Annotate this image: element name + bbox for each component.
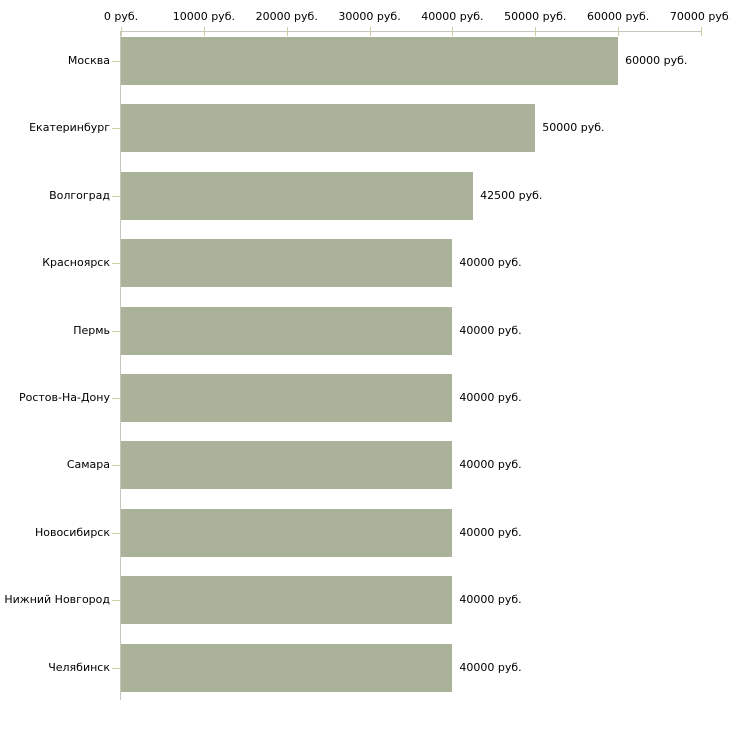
x-tick-label: 50000 руб. [504, 10, 567, 23]
category-tick [112, 600, 120, 602]
category-label: Пермь [73, 323, 110, 337]
x-tick [535, 27, 537, 36]
bar [121, 643, 453, 692]
category-tick [112, 667, 120, 669]
category-label: Екатеринбург [29, 121, 110, 135]
x-tick [203, 27, 205, 36]
x-tick-label: 10000 руб. [172, 10, 235, 23]
value-label: 50000 руб. [542, 121, 605, 135]
category-label: Нижний Новгород [4, 593, 110, 607]
bar [121, 508, 453, 557]
value-label: 40000 руб. [459, 391, 522, 404]
bar [121, 104, 536, 153]
bar [121, 37, 619, 85]
category-tick [112, 465, 120, 467]
category-tick [112, 128, 120, 130]
category-tick [112, 61, 120, 62]
x-tick-label: 60000 руб. [587, 10, 650, 23]
x-tick [369, 27, 371, 36]
value-label: 40000 руб. [459, 593, 522, 607]
value-label: 40000 руб. [459, 323, 522, 337]
category-label: Челябинск [48, 660, 110, 674]
bar [121, 239, 453, 288]
bar [121, 576, 453, 625]
value-label: 40000 руб. [459, 256, 522, 270]
bar [121, 171, 474, 220]
category-label: Ростов-На-Дону [18, 391, 110, 404]
value-label: 42500 руб. [480, 188, 543, 202]
bar [121, 441, 453, 490]
x-tick [286, 27, 288, 36]
category-tick [112, 195, 120, 197]
category-label: Волгоград [49, 188, 110, 202]
x-tick-label: 0 руб. [103, 10, 139, 23]
value-label: 60000 руб. [625, 54, 688, 67]
value-label: 40000 руб. [459, 525, 522, 539]
x-tick [701, 27, 702, 36]
category-label: Новосибирск [34, 525, 110, 539]
category-label: Красноярск [42, 256, 110, 270]
x-tick [121, 27, 122, 36]
y-axis-line [120, 31, 121, 700]
value-label: 40000 руб. [459, 660, 522, 674]
x-tick-label: 20000 руб. [255, 10, 318, 23]
x-tick-label: 40000 руб. [421, 10, 484, 23]
x-tick-label: 70000 руб. [669, 10, 730, 23]
x-tick-label: 30000 руб. [338, 10, 401, 23]
category-label: Самара [66, 458, 110, 472]
category-tick [112, 330, 120, 332]
x-axis-line [120, 31, 701, 32]
bar [121, 374, 453, 422]
category-tick [112, 263, 120, 265]
category-tick [112, 398, 120, 399]
x-tick [618, 27, 620, 36]
x-tick [452, 27, 454, 36]
category-tick [112, 532, 120, 534]
category-label: Москва [67, 54, 110, 67]
bar [121, 306, 453, 355]
value-label: 40000 руб. [459, 458, 522, 472]
